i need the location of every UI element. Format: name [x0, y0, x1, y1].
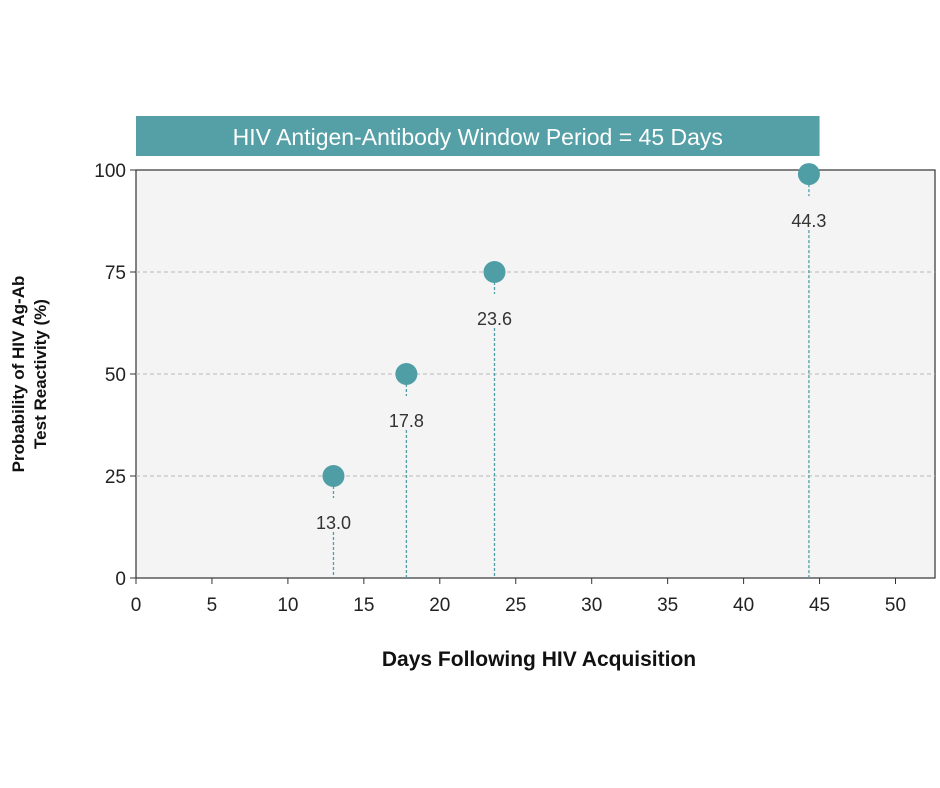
x-tick-label: 20 [429, 595, 450, 616]
x-tick-label: 50 [885, 595, 906, 616]
y-tick-label: 25 [105, 467, 126, 488]
title-banner [136, 116, 820, 156]
x-tick-label: 10 [277, 595, 298, 616]
y-axis-label-line2: Test Reactivity (%) [31, 299, 50, 449]
x-tick-label: 5 [207, 595, 218, 616]
data-label: 13.0 [316, 513, 351, 533]
x-tick-label: 0 [131, 595, 142, 616]
y-tick-label: 50 [105, 365, 126, 386]
data-label: 17.8 [389, 411, 424, 431]
x-tick-label: 35 [657, 595, 678, 616]
data-label: 23.6 [477, 309, 512, 329]
data-point [322, 465, 345, 487]
x-tick-label: 30 [581, 595, 602, 616]
data-point [483, 261, 506, 283]
y-tick-label: 75 [105, 263, 126, 284]
y-tick-label: 0 [115, 569, 126, 590]
x-tick-label: 40 [733, 595, 754, 616]
data-point [797, 163, 820, 186]
y-tick-label: 100 [94, 161, 126, 182]
x-tick-label: 15 [353, 595, 374, 616]
x-tick-label: 45 [809, 595, 830, 616]
x-tick-label: 25 [505, 595, 526, 616]
x-axis-label: Days Following HIV Acquisition [382, 648, 696, 671]
chart-title: HIV Antigen-Antibody Window Period = 45 … [233, 124, 723, 150]
data-label: 44.3 [791, 211, 826, 231]
data-point [395, 363, 418, 385]
y-axis-label-line1: Probability of HIV Ag-Ab [9, 276, 28, 473]
